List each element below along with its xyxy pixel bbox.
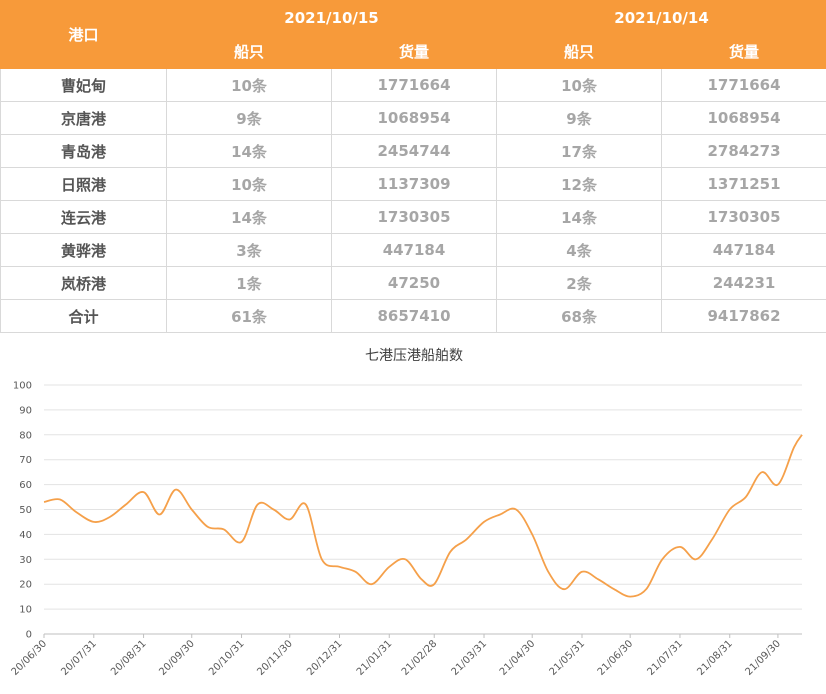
- table-row: 曹妃甸 10条 1771664 10条 1771664: [0, 68, 826, 102]
- y-tick-label: 100: [13, 381, 32, 392]
- ships-1: 14条: [166, 134, 332, 168]
- y-tick-label: 50: [19, 505, 32, 516]
- x-tick-label: 21/01/31: [355, 638, 395, 678]
- cargo-2: 1730305: [661, 200, 826, 234]
- cargo-1: 1771664: [330, 68, 498, 102]
- header-port: 港口: [0, 0, 167, 69]
- x-tick-label: 21/07/31: [646, 638, 686, 678]
- ships-1: 61条: [166, 299, 332, 333]
- ships-1: 3条: [166, 233, 332, 267]
- cargo-1: 2454744: [330, 134, 498, 168]
- table-row: 京唐港 9条 1068954 9条 1068954: [0, 101, 826, 135]
- ships-2: 68条: [496, 299, 663, 333]
- cargo-2: 1068954: [661, 101, 826, 135]
- port-name: 合计: [0, 299, 167, 333]
- series-line: [43, 434, 803, 598]
- cargo-1: 8657410: [330, 299, 498, 333]
- header-ships-2: 船只: [496, 34, 663, 69]
- port-name: 黄骅港: [0, 233, 167, 267]
- grid: [44, 384, 802, 635]
- cargo-1: 1730305: [330, 200, 498, 234]
- ships-1: 1条: [166, 266, 332, 300]
- chart-title: 七港压港船舶数: [365, 348, 463, 364]
- y-tick-label: 0: [26, 630, 32, 641]
- x-tick-label: 20/08/31: [109, 638, 149, 678]
- cargo-2: 2784273: [661, 134, 826, 168]
- cargo-2: 9417862: [661, 299, 826, 333]
- ships-2: 4条: [496, 233, 663, 267]
- x-tick-label: 21/04/30: [498, 638, 538, 678]
- y-tick-label: 70: [19, 455, 32, 466]
- y-tick-label: 20: [19, 580, 32, 591]
- port-name: 青岛港: [0, 134, 167, 168]
- port-table: 港口 2021/10/15 2021/10/14 船只 货量 船只 货量 曹妃甸…: [0, 0, 826, 333]
- cargo-1: 47250: [330, 266, 498, 300]
- x-tick-label: 20/09/30: [157, 638, 197, 678]
- cargo-2: 447184: [661, 233, 826, 267]
- x-tick-label: 21/05/31: [548, 638, 588, 678]
- header-date-2: 2021/10/14: [496, 0, 826, 35]
- x-axis: 20/06/30 20/07/31 20/08/31 20/09/30 20/10/31…: [10, 634, 783, 678]
- ships-2: 12条: [496, 167, 663, 201]
- ships-2: 9条: [496, 101, 663, 135]
- ships-1: 10条: [166, 68, 332, 102]
- ships-1: 9条: [166, 101, 332, 135]
- cargo-2: 1771664: [661, 68, 826, 102]
- y-tick-label: 40: [19, 530, 32, 541]
- cargo-1: 447184: [330, 233, 498, 267]
- cargo-1: 1137309: [330, 167, 498, 201]
- y-axis: 0 10 20 30 40 50 60 70 80 90 100: [13, 381, 32, 641]
- x-tick-label: 20/06/30: [10, 638, 50, 678]
- ships-2: 17条: [496, 134, 663, 168]
- table-row-total: 合计 61条 8657410 68条 9417862: [0, 299, 826, 333]
- x-tick-label: 21/08/31: [695, 638, 735, 678]
- port-name: 京唐港: [0, 101, 167, 135]
- x-tick-label: 20/10/31: [207, 638, 247, 678]
- series-group: [43, 434, 803, 598]
- port-name: 曹妃甸: [0, 68, 167, 102]
- ships-2: 14条: [496, 200, 663, 234]
- x-tick-label: 21/03/31: [450, 638, 490, 678]
- header-date-1: 2021/10/15: [165, 0, 498, 35]
- table-row: 青岛港 14条 2454744 17条 2784273: [0, 134, 826, 168]
- x-tick-label: 20/11/30: [255, 638, 295, 678]
- port-name: 连云港: [0, 200, 167, 234]
- table-row: 日照港 10条 1137309 12条 1371251: [0, 167, 826, 201]
- cargo-2: 244231: [661, 266, 826, 300]
- ships-2: 10条: [496, 68, 663, 102]
- x-tick-label: 20/12/31: [305, 638, 345, 678]
- table-row: 连云港 14条 1730305 14条 1730305: [0, 200, 826, 234]
- header-cargo-1: 货量: [330, 34, 498, 69]
- y-tick-label: 80: [19, 430, 32, 441]
- y-tick-label: 30: [19, 555, 32, 566]
- x-tick-label: 21/02/28: [400, 638, 440, 678]
- y-tick-label: 60: [19, 480, 32, 491]
- table-row: 岚桥港 1条 47250 2条 244231: [0, 266, 826, 300]
- port-name: 岚桥港: [0, 266, 167, 300]
- x-tick-label: 20/07/31: [59, 638, 99, 678]
- cargo-2: 1371251: [661, 167, 826, 201]
- header-cargo-2: 货量: [661, 34, 826, 69]
- ships-1: 10条: [166, 167, 332, 201]
- y-tick-label: 10: [19, 605, 32, 616]
- y-tick-label: 90: [19, 405, 32, 416]
- ships-1: 14条: [166, 200, 332, 234]
- header-ships-1: 船只: [166, 34, 332, 69]
- x-tick-label: 21/06/30: [596, 638, 636, 678]
- x-tick-label: 21/09/30: [743, 638, 783, 678]
- cargo-1: 1068954: [330, 101, 498, 135]
- table-row: 黄骅港 3条 447184 4条 447184: [0, 233, 826, 267]
- ships-2: 2条: [496, 266, 663, 300]
- port-name: 日照港: [0, 167, 167, 201]
